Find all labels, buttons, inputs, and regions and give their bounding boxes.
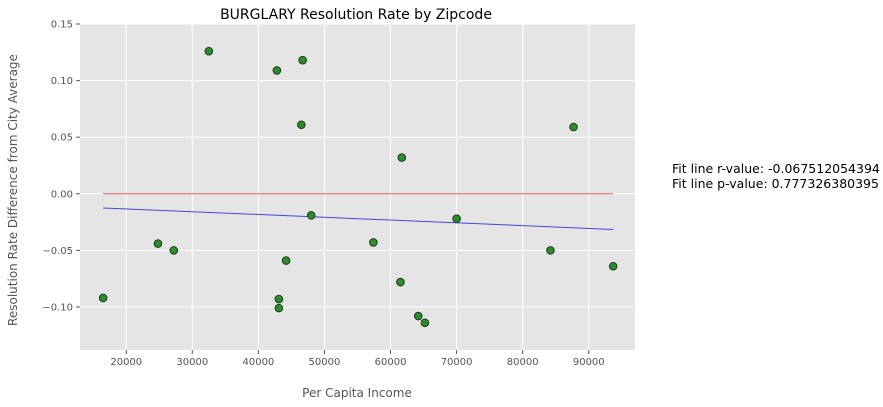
y-axis-title: Resolution Rate Difference from City Ave… bbox=[6, 54, 20, 326]
data-point bbox=[98, 293, 108, 303]
x-tick-label: 80000 bbox=[507, 357, 539, 368]
data-point bbox=[281, 256, 291, 265]
x-tick-label: 60000 bbox=[375, 357, 407, 368]
data-point bbox=[169, 246, 179, 255]
data-points bbox=[98, 46, 618, 328]
x-tick-label: 40000 bbox=[242, 357, 274, 368]
data-point bbox=[306, 210, 316, 220]
y-tick-label: 0.05 bbox=[51, 133, 73, 144]
data-point bbox=[608, 261, 618, 271]
y-tick-label: 0.15 bbox=[51, 20, 73, 31]
data-point bbox=[272, 66, 282, 75]
data-point bbox=[274, 294, 284, 304]
data-point bbox=[298, 55, 307, 65]
data-point bbox=[204, 46, 214, 56]
data-point bbox=[420, 318, 430, 328]
r-value-annotation: Fit line r-value: -0.067512054394 bbox=[672, 161, 880, 176]
x-tick-label: 50000 bbox=[309, 357, 341, 368]
p-value-annotation: Fit line p-value: 0.777326380395 bbox=[672, 176, 879, 191]
y-tick-label: 0.00 bbox=[51, 189, 73, 200]
data-point bbox=[452, 214, 461, 223]
data-point bbox=[153, 239, 163, 248]
data-point bbox=[569, 122, 578, 132]
data-point bbox=[397, 153, 407, 162]
reference-lines bbox=[103, 193, 614, 230]
x-tick-label: 30000 bbox=[176, 357, 208, 368]
fit-line bbox=[103, 207, 614, 230]
plot-area bbox=[80, 24, 635, 350]
data-point bbox=[297, 120, 306, 130]
y-tick-label: −0.05 bbox=[42, 246, 73, 257]
x-tick-label: 70000 bbox=[441, 357, 473, 368]
y-tick-label: 0.10 bbox=[51, 76, 73, 87]
x-tick-label: 90000 bbox=[573, 357, 605, 368]
x-tick-label: 20000 bbox=[110, 357, 142, 368]
chart-title: BURGLARY Resolution Rate by Zipcode bbox=[220, 7, 492, 23]
data-point bbox=[413, 311, 423, 321]
data-point bbox=[274, 303, 284, 313]
data-point bbox=[369, 238, 378, 247]
axis-ticks: 20000 30000 40000 50000 60000 70000 80000 90000… bbox=[42, 20, 604, 369]
x-axis-title: Per Capita Income bbox=[302, 386, 412, 400]
data-point bbox=[546, 246, 555, 255]
data-point bbox=[396, 277, 405, 287]
y-tick-label: −0.10 bbox=[42, 302, 73, 313]
